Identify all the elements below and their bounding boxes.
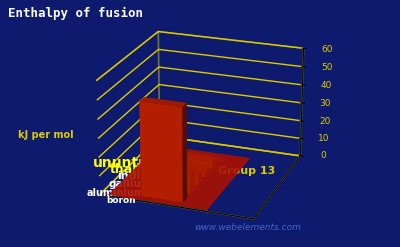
Text: www.webelements.com: www.webelements.com: [194, 223, 302, 232]
Text: Enthalpy of fusion: Enthalpy of fusion: [8, 7, 143, 21]
